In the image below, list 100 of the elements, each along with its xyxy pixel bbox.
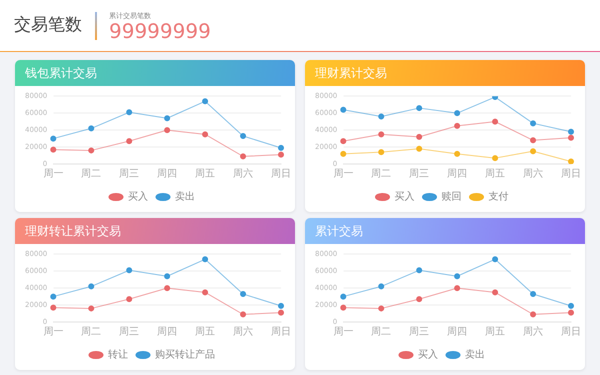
point xyxy=(164,127,170,134)
point xyxy=(278,310,284,316)
point xyxy=(88,283,94,290)
chart-title: 理财转让累计交易 xyxy=(25,223,121,239)
point xyxy=(378,283,384,290)
text: 交易笔数 xyxy=(14,14,82,36)
point xyxy=(416,105,422,112)
x-tick-label: 周三 xyxy=(119,168,140,180)
point xyxy=(202,98,208,104)
point xyxy=(492,118,498,125)
point xyxy=(568,158,574,164)
x-tick-label: 周一 xyxy=(43,326,64,338)
point xyxy=(492,256,498,262)
point xyxy=(164,285,170,292)
point xyxy=(378,149,384,156)
legend-label: 买入 xyxy=(394,190,414,203)
x-tick-label: 周四 xyxy=(447,168,468,180)
point xyxy=(340,150,346,157)
x-tick-label: 周三 xyxy=(119,326,140,338)
x-tick-label: 周六 xyxy=(233,326,254,338)
point xyxy=(416,146,422,152)
legend-label: 买入 xyxy=(418,348,438,361)
x-tick-label: 周六 xyxy=(233,168,254,180)
point xyxy=(530,120,536,126)
point xyxy=(278,152,284,158)
point xyxy=(340,138,346,144)
point xyxy=(164,273,170,280)
point xyxy=(568,310,574,316)
point xyxy=(88,305,94,312)
x-tick-label: 周日 xyxy=(561,326,581,338)
point xyxy=(202,131,208,138)
x-tick-label: 周四 xyxy=(157,168,178,180)
x-tick-label: 周一 xyxy=(43,168,64,180)
point xyxy=(240,133,246,140)
point xyxy=(126,296,132,302)
point xyxy=(530,148,536,154)
chart-title: 理财累计交易 xyxy=(315,65,387,81)
point xyxy=(50,304,56,311)
point xyxy=(530,137,536,144)
point xyxy=(126,138,132,144)
point xyxy=(416,267,422,274)
legend-label: 购买转让产品 xyxy=(155,348,215,361)
point xyxy=(340,294,346,300)
point xyxy=(454,150,460,157)
x-tick-label: 周二 xyxy=(81,326,102,338)
x-tick-label: 周二 xyxy=(371,168,392,180)
legend-label: 卖出 xyxy=(175,190,195,203)
x-tick-label: 周一 xyxy=(333,168,354,180)
point xyxy=(202,289,208,296)
x-tick-label: 周三 xyxy=(409,326,430,338)
point xyxy=(454,273,460,280)
x-tick-label: 周日 xyxy=(271,168,291,180)
point xyxy=(88,125,94,132)
x-tick-label: 周五 xyxy=(485,168,506,180)
chart-title: 钱包累计交易 xyxy=(25,65,97,81)
point xyxy=(378,114,384,120)
chart-title: 累计交易 xyxy=(315,223,363,239)
point xyxy=(492,155,498,162)
legend-label: 赎回 xyxy=(442,190,462,203)
x-tick-label: 周日 xyxy=(561,168,581,180)
x-tick-label: 周三 xyxy=(409,168,430,180)
x-tick-label: 周五 xyxy=(485,326,506,338)
x-tick-label: 周二 xyxy=(371,326,392,338)
point xyxy=(568,134,574,141)
point xyxy=(50,136,56,142)
point xyxy=(202,256,208,262)
point xyxy=(530,291,536,298)
point xyxy=(240,291,246,298)
x-tick-label: 周日 xyxy=(271,326,291,338)
x-tick-label: 周六 xyxy=(523,168,544,180)
point xyxy=(88,147,94,154)
point xyxy=(378,131,384,138)
point xyxy=(278,144,284,151)
x-tick-label: 周四 xyxy=(157,326,178,338)
x-tick-label: 周一 xyxy=(333,326,354,338)
point xyxy=(164,115,170,122)
point xyxy=(240,153,246,160)
point xyxy=(378,305,384,312)
legend-label: 买入 xyxy=(128,190,148,203)
point xyxy=(454,122,460,129)
point xyxy=(240,311,246,318)
point xyxy=(530,311,536,318)
point xyxy=(126,267,132,274)
point xyxy=(416,134,422,140)
point xyxy=(50,146,56,153)
legend-label: 卖出 xyxy=(465,348,485,361)
x-tick-label: 周四 xyxy=(447,326,468,338)
x-tick-label: 周六 xyxy=(523,326,544,338)
legend-label: 转让 xyxy=(108,348,128,361)
point xyxy=(492,289,498,296)
point xyxy=(454,285,460,292)
point xyxy=(340,106,346,113)
point xyxy=(50,294,56,300)
text: 99999999 xyxy=(109,19,211,43)
point xyxy=(340,304,346,311)
x-tick-label: 周二 xyxy=(81,168,102,180)
x-tick-label: 周五 xyxy=(195,326,216,338)
legend-label: 支付 xyxy=(488,190,508,203)
point xyxy=(568,302,574,309)
point xyxy=(568,128,574,135)
